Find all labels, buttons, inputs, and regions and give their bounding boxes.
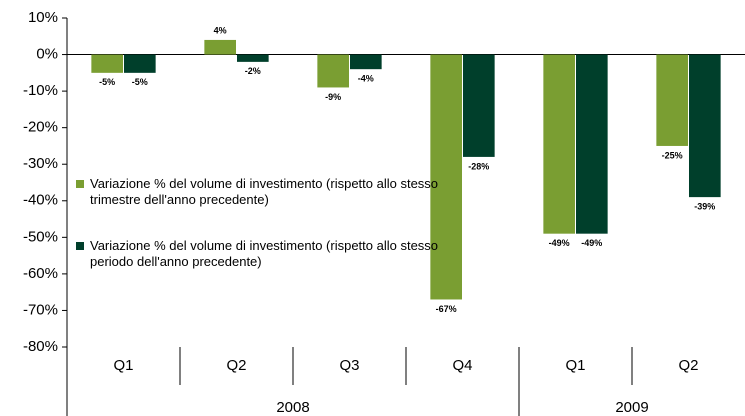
group-label: 2008 (276, 399, 309, 416)
value-label: -28% (468, 161, 489, 171)
legend-item: Variazione % del volume di investimento … (76, 238, 456, 270)
bar (317, 54, 349, 88)
bar (237, 54, 269, 62)
bar (204, 39, 236, 55)
value-label: -49% (581, 238, 602, 248)
value-label: -39% (694, 201, 715, 211)
bar (543, 54, 575, 234)
legend-swatch (76, 180, 84, 188)
legend-label: Variazione % del volume di investimento … (90, 238, 439, 269)
y-tick-label: -20% (23, 119, 58, 136)
bar (689, 54, 721, 198)
bar (350, 54, 382, 70)
y-tick-label: 0% (36, 46, 58, 63)
group-label: 2009 (615, 399, 648, 416)
value-label: -5% (132, 77, 148, 87)
bar (463, 54, 495, 157)
x-tick-label: Q1 (113, 357, 133, 374)
x-tick-label: Q2 (678, 357, 698, 374)
value-label: 4% (214, 25, 227, 35)
bar (124, 54, 156, 73)
value-label: -49% (549, 238, 570, 248)
legend-label: Variazione % del volume di investimento … (90, 176, 439, 207)
legend-swatch (76, 242, 84, 250)
y-tick-label: -70% (23, 301, 58, 318)
x-tick-label: Q1 (565, 357, 585, 374)
y-tick-label: -10% (23, 82, 58, 99)
y-tick-label: -50% (23, 228, 58, 245)
y-tick-label: -30% (23, 155, 58, 172)
y-tick-label: -80% (23, 338, 58, 355)
bar (656, 54, 688, 146)
bar (91, 54, 123, 73)
bar (430, 54, 462, 300)
x-tick-label: Q2 (226, 357, 246, 374)
y-tick-label: 10% (28, 9, 58, 26)
value-label: -2% (245, 66, 261, 76)
value-label: -4% (358, 74, 374, 84)
x-tick-label: Q4 (452, 357, 472, 374)
x-tick-label: Q3 (339, 357, 359, 374)
value-label: -9% (325, 92, 341, 102)
y-tick-label: -60% (23, 265, 58, 282)
value-label: -5% (99, 77, 115, 87)
legend-item: Variazione % del volume di investimento … (76, 176, 456, 208)
y-tick-label: -40% (23, 192, 58, 209)
value-label: -25% (662, 150, 683, 160)
bar (576, 54, 608, 234)
value-label: -67% (436, 304, 457, 314)
